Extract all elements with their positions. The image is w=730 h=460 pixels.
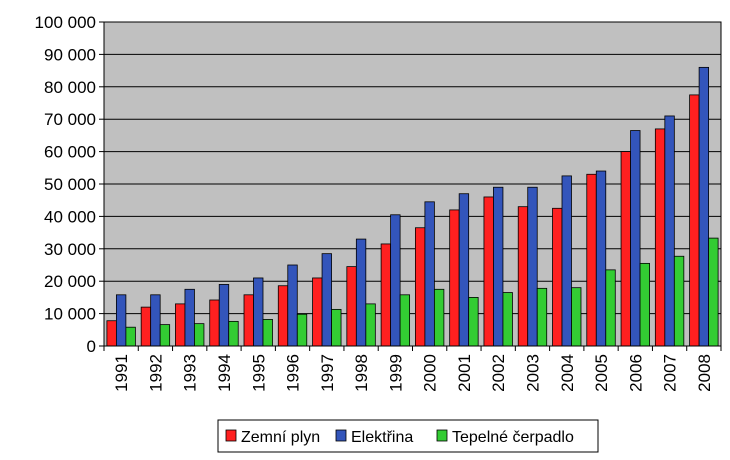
bar-1994-series-1 — [218, 284, 230, 347]
bar-1998-series-1 — [355, 238, 367, 347]
x-tick-label: 1995 — [249, 354, 268, 392]
bar-1996-series-0 — [277, 285, 289, 347]
bar-1992-series-2 — [159, 324, 171, 347]
bar-1996-series-2 — [296, 313, 308, 347]
x-tick-label: 1996 — [284, 354, 303, 392]
bar-2000-series-1 — [424, 201, 435, 347]
x-tick-label: 2002 — [489, 354, 508, 392]
bar-1997-series-2 — [331, 308, 342, 347]
bars — [106, 66, 719, 347]
x-tick-label: 2004 — [558, 354, 577, 392]
bar-1992-series-1 — [150, 294, 161, 347]
y-tick-label: 30 000 — [44, 240, 96, 259]
bar-2005-series-1 — [595, 170, 607, 347]
bar-2005-series-2 — [605, 269, 616, 347]
bar-2000-series-2 — [433, 288, 445, 347]
x-tick-label: 1998 — [352, 354, 371, 392]
legend-label: Tepelné čerpadlo — [452, 429, 574, 446]
y-tick-label: 100 000 — [35, 13, 96, 32]
bar-2007-series-0 — [654, 128, 666, 347]
x-tick-label: 2008 — [695, 354, 714, 392]
bar-1999-series-0 — [380, 243, 392, 347]
bar-2003-series-0 — [517, 206, 529, 347]
bar-2001-series-2 — [468, 296, 479, 347]
bar-2004-series-1 — [561, 175, 572, 347]
bar-2004-series-0 — [552, 207, 563, 347]
y-tick-label: 50 000 — [44, 175, 96, 194]
y-tick-label: 10 000 — [44, 305, 96, 324]
bar-2004-series-2 — [571, 287, 582, 347]
bar-2002-series-0 — [483, 196, 494, 347]
bar-1991-series-1 — [115, 294, 127, 347]
bar-1994-series-2 — [228, 320, 239, 347]
bar-1994-series-0 — [209, 299, 220, 347]
x-tick-label: 1991 — [112, 354, 131, 392]
x-tick-label: 2005 — [592, 354, 611, 392]
bar-1993-series-2 — [194, 323, 205, 347]
bar-1991-series-2 — [125, 326, 136, 347]
axes — [103, 21, 722, 351]
bar-1999-series-2 — [399, 294, 411, 347]
y-tick-label: 90 000 — [44, 45, 96, 64]
bar-2006-series-2 — [639, 262, 650, 347]
bar-2005-series-0 — [586, 173, 597, 347]
bar-1991-series-0 — [106, 320, 117, 347]
bar-2008-series-0 — [689, 94, 700, 347]
bar-2000-series-0 — [414, 227, 426, 347]
x-tick-label: 1992 — [146, 354, 165, 392]
legend-swatch — [436, 429, 448, 442]
legend-swatch — [335, 429, 347, 442]
bar-1993-series-0 — [175, 303, 186, 347]
y-tick-label: 60 000 — [44, 143, 96, 162]
bar-2006-series-0 — [620, 151, 631, 347]
x-tick-label: 1997 — [318, 354, 337, 392]
y-tick-label: 70 000 — [44, 110, 96, 129]
y-tick-label: 20 000 — [44, 272, 96, 291]
bar-1998-series-2 — [365, 303, 376, 347]
y-tick-label: 40 000 — [44, 207, 96, 226]
bar-1995-series-2 — [262, 319, 273, 347]
legend-swatch — [225, 429, 237, 442]
bar-1996-series-1 — [287, 264, 298, 347]
x-tick-label: 1994 — [215, 354, 234, 392]
bar-1993-series-1 — [184, 288, 195, 347]
bar-1997-series-1 — [321, 253, 332, 347]
bar-1995-series-1 — [253, 277, 264, 347]
legend-label: Zemní plyn — [241, 429, 320, 446]
bar-2008-series-1 — [698, 66, 710, 347]
bar-1999-series-1 — [390, 214, 401, 347]
x-axis-tick-labels: 1991 1992 1993 1994 1995 1996 1997 1998 1999 2000… — [112, 354, 714, 392]
y-tick-label: 0 — [87, 337, 96, 356]
bar-2002-series-1 — [493, 186, 504, 347]
bar-1995-series-0 — [243, 294, 254, 347]
x-tick-label: 2001 — [455, 354, 474, 392]
x-tick-label: 2000 — [421, 354, 440, 392]
bar-2003-series-1 — [527, 186, 538, 347]
bar-2008-series-2 — [708, 237, 719, 347]
legend: Zemní plyn Elektřina Tepelné čerpadlo — [217, 419, 599, 453]
x-tick-label: 2006 — [626, 354, 645, 392]
bar-2007-series-2 — [673, 255, 685, 347]
y-tick-label: 80 000 — [44, 78, 96, 97]
x-tick-label: 1999 — [386, 354, 405, 392]
bar-2006-series-1 — [630, 130, 641, 347]
bar-1997-series-0 — [312, 277, 323, 347]
x-tick-label: 2007 — [661, 354, 680, 392]
bar-2001-series-1 — [458, 193, 470, 347]
legend-label: Elektřina — [351, 429, 413, 446]
y-axis-tick-labels: 0 10 000 20 000 30 000 40 000 50 000 60 000 70 … — [35, 13, 96, 356]
bar-2003-series-2 — [536, 287, 548, 347]
legend-box — [217, 419, 599, 453]
bar-2002-series-2 — [502, 292, 513, 347]
bar-1998-series-0 — [346, 266, 357, 347]
x-tick-label: 1993 — [181, 354, 200, 392]
x-tick-label: 2003 — [523, 354, 542, 392]
bar-2001-series-0 — [449, 209, 460, 347]
bar-2007-series-1 — [664, 115, 675, 347]
bar-1992-series-0 — [140, 306, 152, 347]
